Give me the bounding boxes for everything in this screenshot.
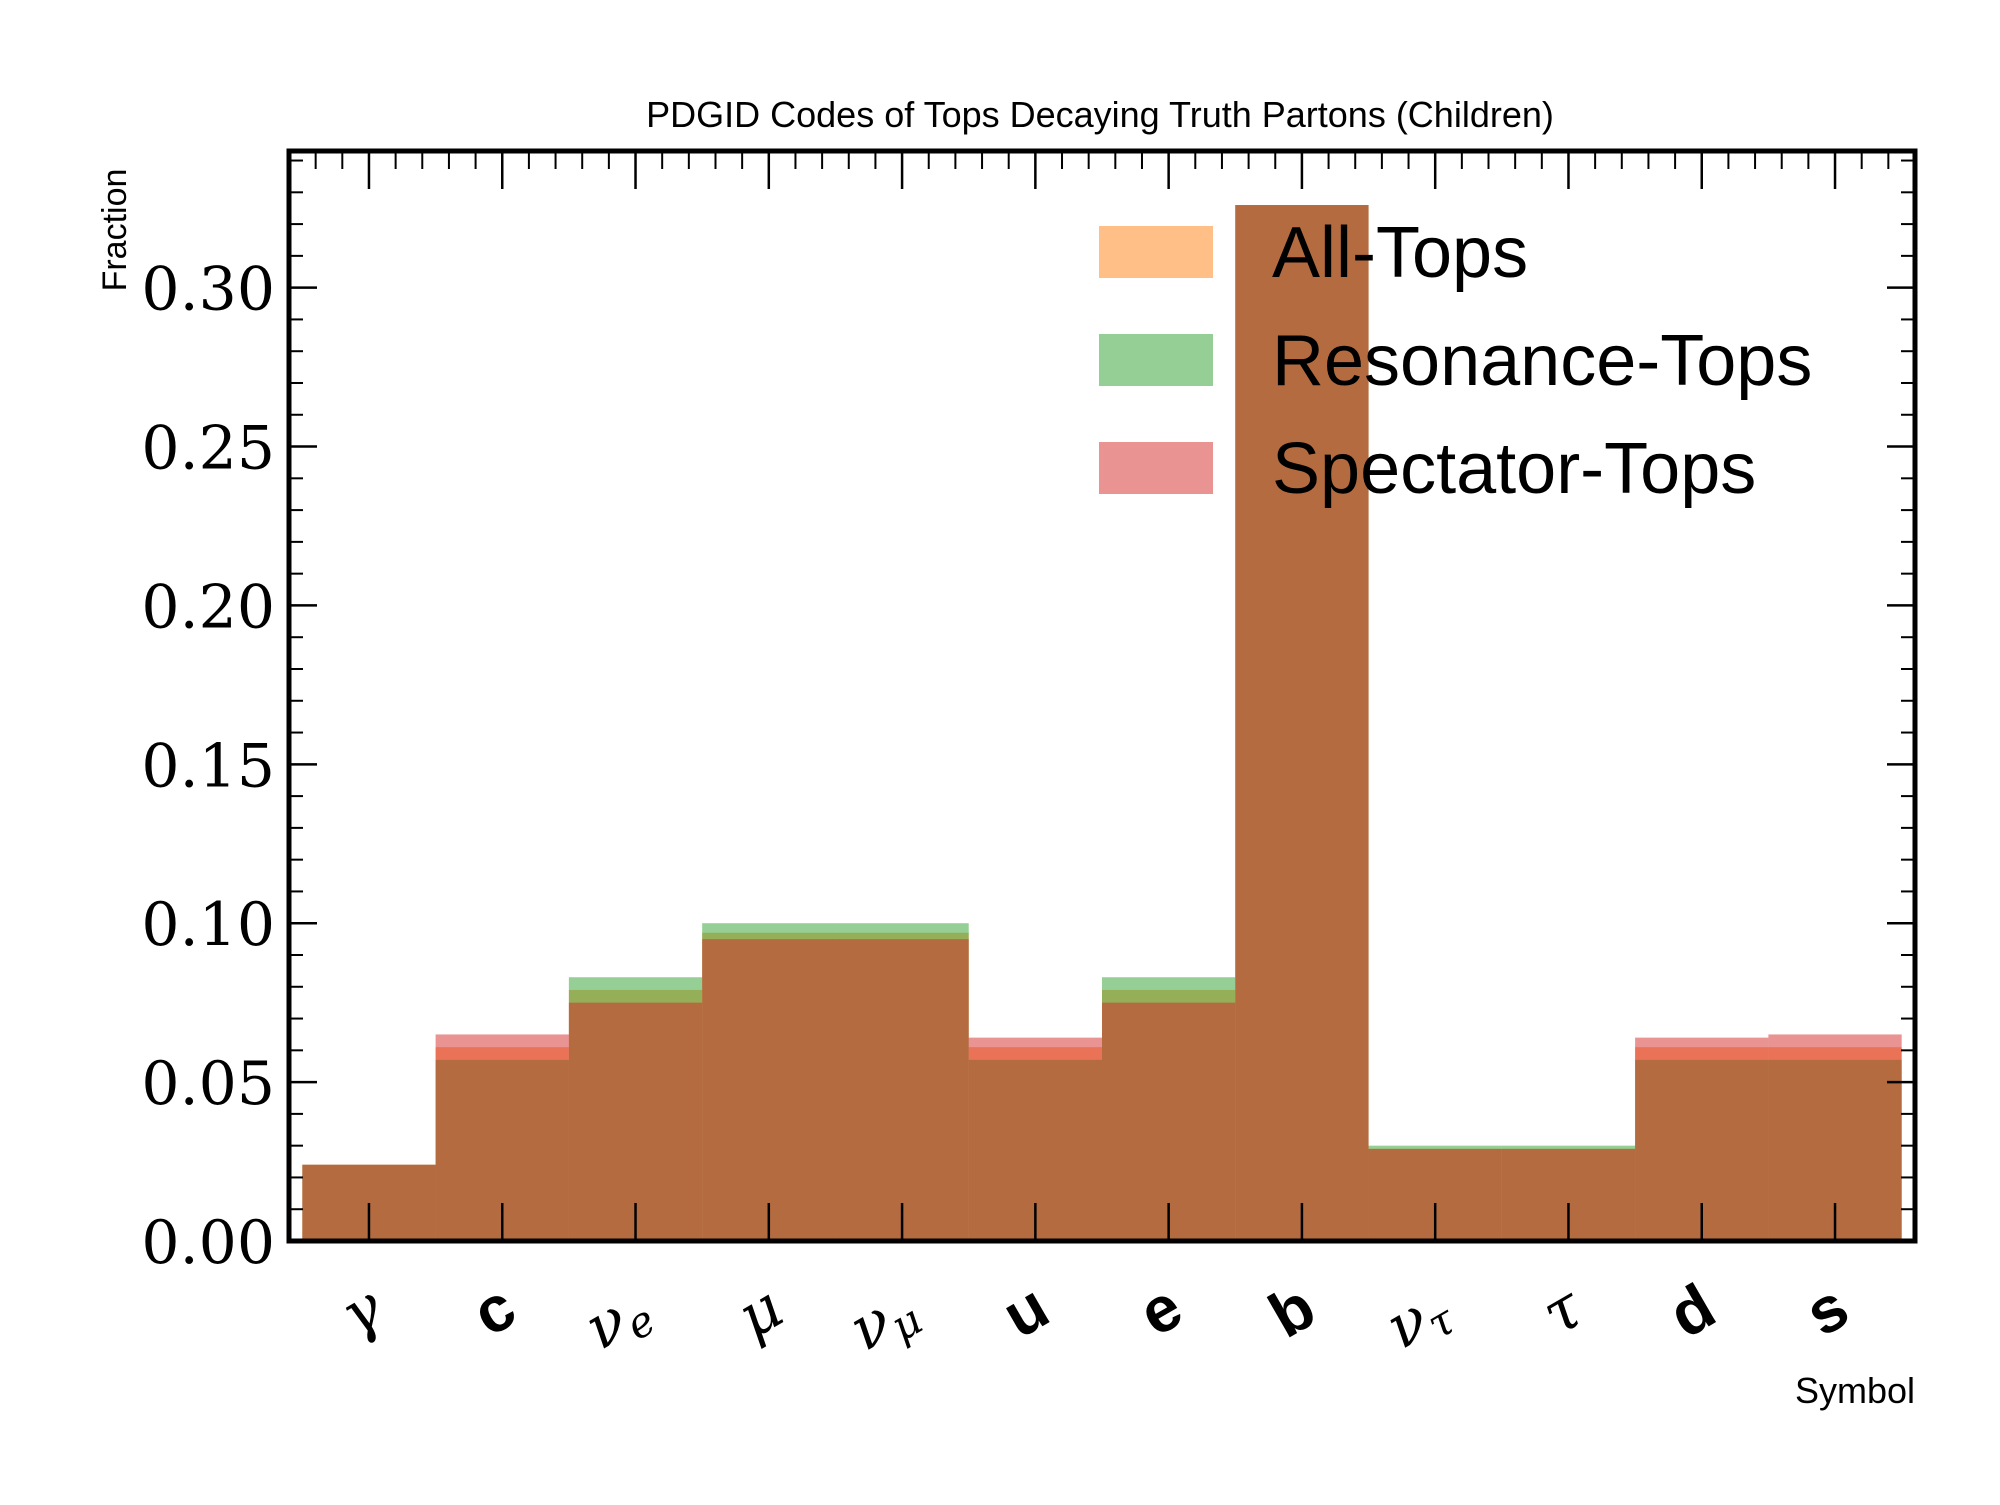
x-tick-label-base: u (991, 1270, 1061, 1352)
x-tick-label-base: b (1257, 1270, 1327, 1352)
y-tick-label-5: 0.25 (141, 414, 275, 484)
bar-spectator-tops-4 (835, 939, 969, 1241)
y-tick-label-1: 0.05 (141, 1049, 275, 1119)
x-tick-label-base: s (1793, 1270, 1860, 1350)
x-tick-label-base: μ (726, 1272, 795, 1352)
legend-swatch-2 (1099, 442, 1213, 494)
x-tick-label-5: u (991, 1270, 1061, 1352)
legend: All-Tops Resonance-Tops Spectator-Tops (1099, 213, 1812, 509)
x-tick-label-base: γ (328, 1272, 394, 1351)
legend-label-2: Spectator-Tops (1272, 429, 1756, 509)
bar-spectator-tops-6 (1102, 1002, 1236, 1241)
x-axis-label: Symbol (1795, 1370, 1915, 1411)
plot-frame (286, 148, 1918, 1244)
bar-spectator-tops-3 (702, 939, 836, 1241)
x-tick-label-9: τ (1530, 1272, 1594, 1350)
bar-spectator-tops-2 (568, 1002, 703, 1241)
x-tick-labels: γ c νe μ νμ u e b ντ τ d s (328, 1270, 1860, 1369)
series-spectator-tops (302, 205, 1902, 1242)
bars-layer (302, 205, 1902, 1242)
x-tick-label-1: c (460, 1270, 527, 1350)
x-tick-label-base: e (1127, 1270, 1194, 1350)
x-tick-label-base: τ (1530, 1272, 1594, 1350)
y-tick-label-2: 0.10 (141, 890, 275, 960)
legend-label-1: Resonance-Tops (1272, 321, 1812, 401)
x-tick-label-10: d (1657, 1270, 1727, 1352)
x-tick-label-8: ντ (1374, 1272, 1464, 1367)
y-tick-label-6: 0.30 (141, 255, 275, 325)
x-tick-label-11: s (1793, 1270, 1860, 1350)
x-tick-label-base: c (460, 1270, 527, 1350)
y-tick-label-0: 0.00 (141, 1208, 275, 1278)
x-tick-label-6: e (1127, 1270, 1194, 1350)
legend-label-0: All-Tops (1272, 213, 1528, 293)
chart-title: PDGID Codes of Tops Decaying Truth Parto… (646, 94, 1554, 135)
x-tick-label-3: μ (726, 1272, 795, 1352)
x-tick-label-0: γ (328, 1272, 394, 1351)
x-tick-label-base: d (1657, 1270, 1727, 1352)
y-tick-labels: 0.00 0.05 0.10 0.15 0.20 0.25 0.30 (141, 255, 275, 1278)
legend-swatch-1 (1099, 334, 1213, 386)
legend-swatch-0 (1099, 226, 1213, 278)
x-tick-label-7: b (1257, 1270, 1327, 1352)
bar-spectator-tops-7 (1235, 205, 1369, 1242)
y-axis-label: Fraction (96, 169, 134, 292)
x-tick-label-2: νe (573, 1272, 664, 1368)
x-tick-label-4: νμ (837, 1272, 930, 1369)
y-tick-label-4: 0.20 (141, 572, 275, 642)
y-tick-label-3: 0.15 (141, 731, 275, 801)
